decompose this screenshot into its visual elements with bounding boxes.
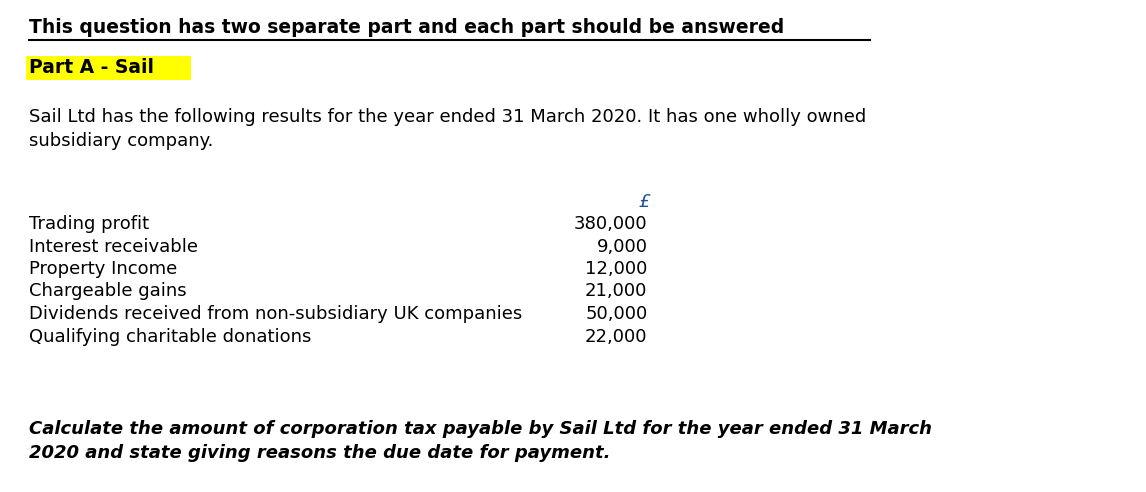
Text: Trading profit: Trading profit: [29, 215, 149, 233]
Text: 380,000: 380,000: [574, 215, 647, 233]
Text: Calculate the amount of corporation tax payable by Sail Ltd for the year ended 3: Calculate the amount of corporation tax …: [29, 420, 932, 462]
Text: Interest receivable: Interest receivable: [29, 238, 197, 255]
Text: Property Income: Property Income: [29, 260, 176, 278]
Text: Qualifying charitable donations: Qualifying charitable donations: [29, 328, 311, 345]
Text: 12,000: 12,000: [586, 260, 647, 278]
Text: 22,000: 22,000: [584, 328, 647, 345]
Text: 9,000: 9,000: [596, 238, 647, 255]
Text: Chargeable gains: Chargeable gains: [29, 282, 187, 301]
Text: Dividends received from non-subsidiary UK companies: Dividends received from non-subsidiary U…: [29, 305, 521, 323]
FancyBboxPatch shape: [25, 56, 190, 80]
Text: 50,000: 50,000: [586, 305, 647, 323]
Text: 21,000: 21,000: [586, 282, 647, 301]
Text: This question has two separate part and each part should be answered: This question has two separate part and …: [29, 18, 784, 37]
Text: Part A - Sail: Part A - Sail: [29, 58, 154, 77]
Text: Sail Ltd has the following results for the year ended 31 March 2020. It has one : Sail Ltd has the following results for t…: [29, 108, 866, 150]
Text: £: £: [638, 193, 650, 211]
